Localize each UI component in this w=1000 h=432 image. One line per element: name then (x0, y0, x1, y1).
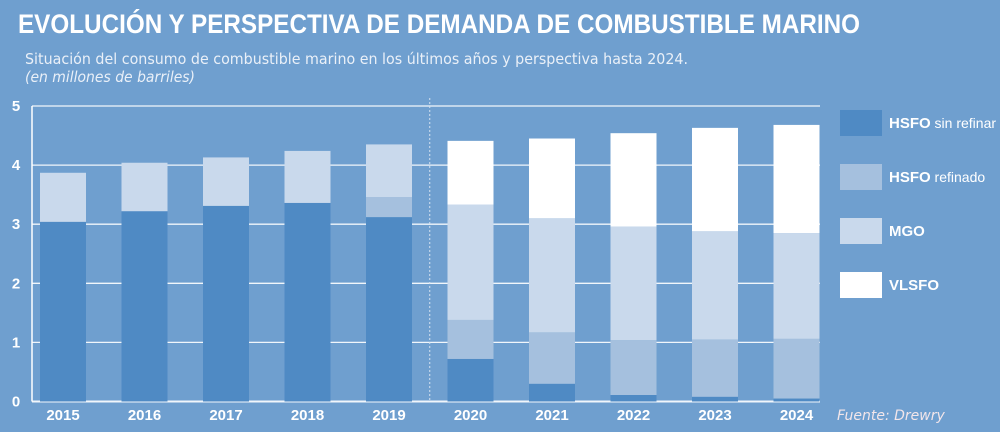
x-tick-label: 2022 (617, 407, 650, 424)
bar-2023-series-0 (692, 396, 738, 402)
y-tick-label: 1 (12, 334, 20, 351)
bar-2020-series-3 (447, 140, 494, 205)
bar-2023-series-2 (692, 231, 738, 340)
bar-2024-series-0 (773, 398, 820, 402)
bar-2023-series-3 (692, 127, 738, 232)
bars (40, 124, 820, 402)
bar-2019-series-0 (366, 217, 412, 402)
bar-2021-series-3 (529, 138, 575, 219)
chart-subtitle: Situación del consumo de combustible mar… (25, 50, 688, 68)
bar-2023-series-1 (692, 339, 738, 397)
legend-label-bold: HSFO (889, 115, 931, 132)
bar-2021-series-0 (529, 383, 575, 402)
x-tick-label: 2019 (372, 407, 405, 424)
chart-title: EVOLUCIÓN Y PERSPECTIVA DE DEMANDA DE CO… (18, 8, 860, 39)
axes: 2015 2016 2017 2018 2019 2020 2021 2022 2023 2024… (12, 98, 814, 424)
legend-label-bold: HSFO (889, 169, 931, 186)
bar-2022-series-0 (610, 394, 657, 402)
bar-2018-series-0 (284, 202, 331, 402)
legend-label-bold: MGO (889, 223, 925, 240)
bar-2021-series-1 (529, 332, 575, 384)
legend-label-bold: VLSFO (889, 277, 939, 294)
legend-label: HSFO refinado (889, 169, 985, 186)
bar-2024-series-2 (773, 233, 820, 339)
legend-label: MGO (889, 223, 925, 240)
source-note: Fuente: Drewry (837, 408, 945, 424)
legend-label: HSFO sin refinar (889, 115, 996, 132)
bar-2015-series-2 (40, 172, 86, 222)
bar-2021-series-2 (529, 218, 575, 333)
y-tick-label: 5 (12, 98, 20, 115)
x-tick-label: 2017 (209, 407, 242, 424)
bar-2024-series-3 (773, 124, 820, 234)
x-tick-label: 2015 (46, 407, 79, 424)
x-tick-label: 2016 (128, 407, 161, 424)
bar-2022-series-3 (610, 133, 657, 227)
x-tick-label: 2023 (698, 407, 731, 424)
bar-2017-series-0 (203, 205, 249, 402)
bar-2020-series-0 (447, 358, 494, 402)
bar-2020-series-1 (447, 319, 494, 359)
bar-2019-series-1 (366, 197, 412, 218)
bar-2024-series-1 (773, 338, 820, 399)
x-tick-label: 2024 (780, 407, 814, 424)
bar-2016-series-2 (121, 162, 168, 212)
legend-swatch (840, 164, 882, 190)
y-tick-label: 4 (12, 157, 21, 174)
source-name: Drewry (894, 408, 945, 424)
legend-label: VLSFO (889, 277, 939, 294)
legend-swatch (840, 272, 882, 298)
unit-note: (en millones de barriles) (25, 68, 195, 86)
bar-2022-series-1 (610, 340, 657, 395)
bar-2018-series-2 (284, 150, 331, 203)
y-tick-label: 3 (12, 216, 20, 233)
y-tick-label: 0 (12, 394, 20, 411)
y-tick-label: 2 (12, 275, 20, 292)
bar-2020-series-2 (447, 204, 494, 320)
bar-2015-series-0 (40, 221, 86, 402)
x-tick-label: 2020 (454, 407, 487, 424)
bar-2019-series-2 (366, 144, 412, 198)
legend-swatch (840, 110, 882, 136)
legend-label-rest: sin refinar (931, 115, 997, 131)
x-tick-label: 2018 (291, 407, 324, 424)
legend-swatch (840, 218, 882, 244)
bar-2022-series-2 (610, 226, 657, 341)
legend-label-rest: refinado (931, 169, 986, 185)
x-tick-label: 2021 (535, 407, 568, 424)
bar-2017-series-2 (203, 157, 249, 206)
bar-2016-series-0 (121, 211, 168, 402)
source-label: Fuente: (837, 408, 890, 424)
